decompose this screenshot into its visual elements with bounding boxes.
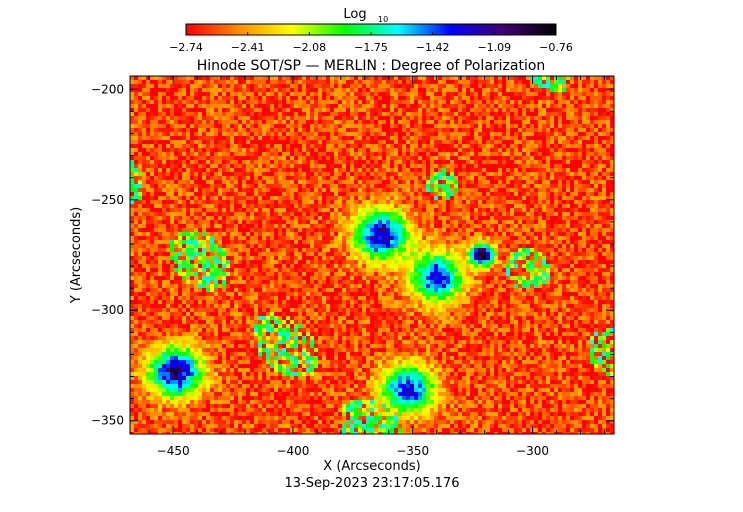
plot-frame — [129, 75, 615, 435]
colorbar-tick-label: −2.74 — [169, 41, 203, 54]
heatmap-image — [130, 76, 614, 434]
x-axis-label: X (Arcseconds) — [323, 459, 420, 474]
y-tick-label: −350 — [91, 414, 124, 428]
x-tick-label: −350 — [396, 444, 429, 458]
colorbar-ticks: −2.74 −2.41 −2.08 −1.75 −1.42 −1.09 −0.76 — [169, 32, 573, 54]
colorbar-label: Log — [343, 7, 366, 22]
colorbar-tick-label: −2.08 — [292, 41, 326, 54]
axis-ticks: −450 −400 −350 −300 −200 −250 −300 −350 — [91, 76, 614, 458]
x-tick-label: −450 — [157, 444, 190, 458]
colorbar-tick-label: −1.42 — [416, 41, 450, 54]
colorbar-tick-label: −0.76 — [539, 41, 573, 54]
y-axis-label: Y (Arcseconds) — [69, 207, 84, 304]
colorbar-tick-label: −1.09 — [477, 41, 511, 54]
chart-title: Hinode SOT/SP — MERLIN : Degree of Polar… — [197, 58, 546, 74]
y-tick-label: −300 — [91, 303, 124, 317]
y-tick-label: −200 — [91, 82, 124, 96]
x-tick-label: −400 — [276, 444, 309, 458]
x-tick-label: −300 — [516, 444, 549, 458]
colorbar-label-subscript: 10 — [378, 15, 388, 24]
colorbar-tick-label: −2.41 — [231, 41, 265, 54]
timestamp: 13-Sep-2023 23:17:05.176 — [285, 476, 460, 491]
y-tick-label: −250 — [91, 193, 124, 207]
colorbar-tick-label: −1.75 — [354, 41, 388, 54]
